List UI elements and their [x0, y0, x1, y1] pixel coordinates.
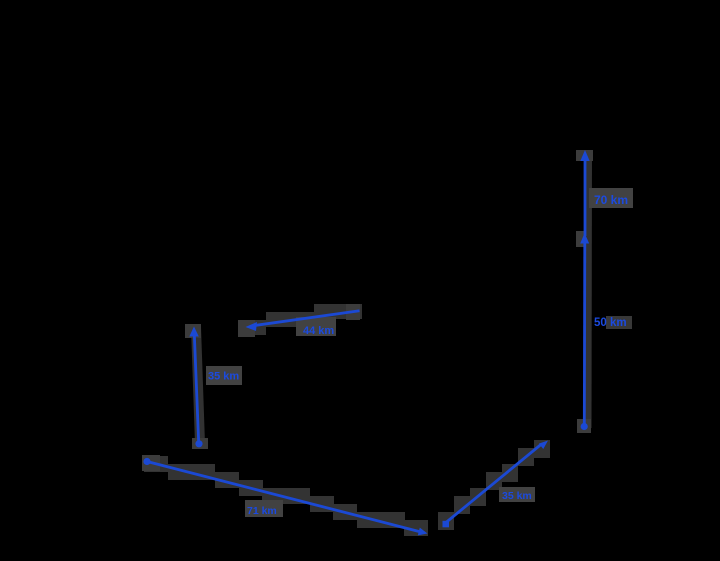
svg-text:71 km: 71 km	[247, 505, 277, 517]
svg-text:44 km: 44 km	[303, 325, 334, 337]
svg-text:35 km: 35 km	[208, 371, 239, 383]
svg-text:70 km: 70 km	[594, 193, 628, 207]
svg-text:50 km: 50 km	[594, 317, 627, 329]
svg-text:35 km: 35 km	[502, 490, 532, 502]
